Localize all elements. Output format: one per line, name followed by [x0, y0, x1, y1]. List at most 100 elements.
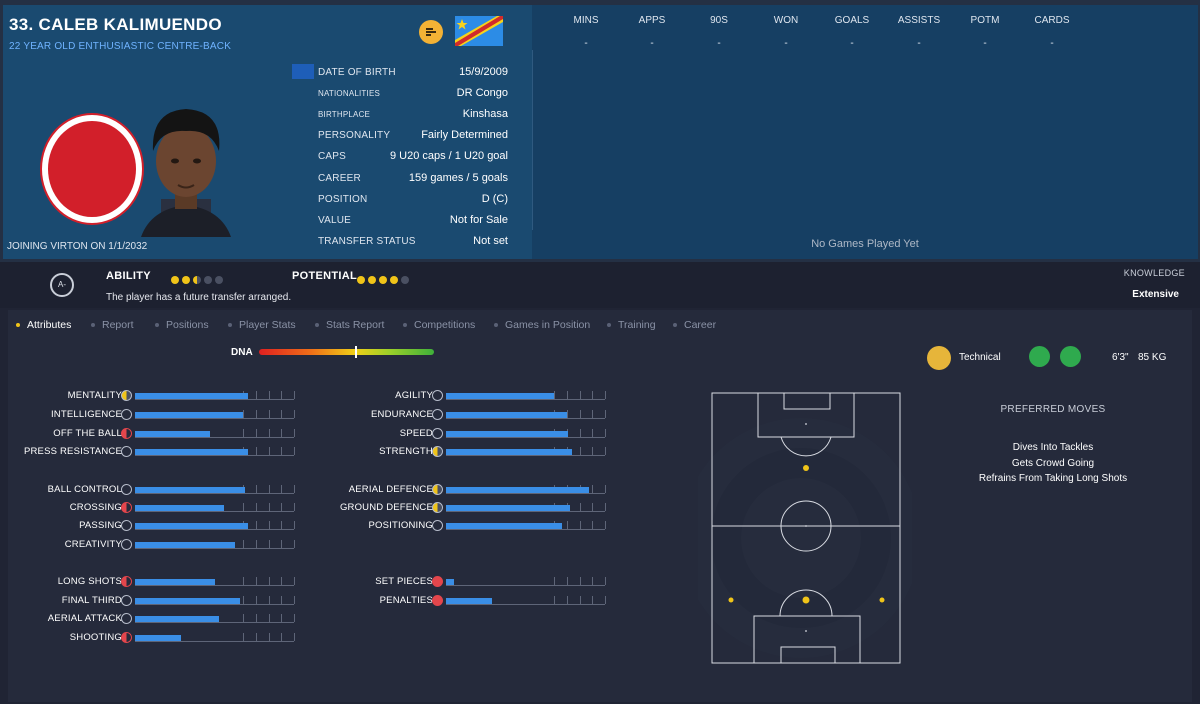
bar-tick [579, 391, 581, 399]
stat-column: APPS - [617, 15, 687, 49]
tab-report[interactable]: Report [91, 319, 134, 331]
attribute-row-final-third[interactable]: FINAL THIRD [8, 593, 298, 609]
height-value: 6'3" [1112, 352, 1129, 363]
attribute-bar-track [135, 410, 295, 419]
attribute-category-icon [432, 409, 443, 420]
transfer-note: The player has a future transfer arrange… [106, 292, 292, 303]
tab-label: Competitions [414, 319, 476, 331]
bar-tick [592, 429, 594, 437]
tab-attributes[interactable]: Attributes [16, 319, 71, 331]
attribute-row-aerial-attack[interactable]: AERIAL ATTACK [8, 611, 298, 627]
bar-tick [255, 577, 257, 585]
position-pitch[interactable] [698, 390, 912, 666]
weight-value: 85 KG [1138, 352, 1167, 363]
bar-tick [592, 596, 594, 604]
attribute-label: AGILITY [395, 390, 433, 401]
attribute-bar-track [135, 577, 295, 586]
bar-tick [554, 577, 556, 585]
attribute-row-intelligence[interactable]: INTELLIGENCE [8, 407, 298, 423]
attribute-bar-fill [446, 487, 590, 493]
attribute-label: CREATIVITY [64, 539, 122, 550]
attribute-category-icon [432, 484, 443, 495]
position-dot-dc [802, 596, 810, 604]
bar-tick [566, 596, 568, 604]
attribute-row-mentality[interactable]: MENTALITY [8, 388, 298, 404]
attribute-category-icon [432, 520, 443, 531]
attribute-row-set-pieces[interactable]: SET PIECES [319, 574, 609, 590]
bar-tick [243, 410, 245, 418]
star-icon [357, 276, 365, 284]
stat-column: MINS - [551, 15, 621, 49]
tab-competitions[interactable]: Competitions [403, 319, 475, 331]
bar-tick [255, 485, 257, 493]
bar-tick [592, 577, 594, 585]
bar-tick [294, 577, 295, 585]
attribute-row-off-the-ball[interactable]: OFF THE BALL [8, 426, 298, 442]
attribute-bar-fill [135, 616, 220, 622]
bar-tick [579, 503, 581, 511]
info-row: CAPS 9 U20 caps / 1 U20 goal [318, 148, 508, 166]
attribute-row-creativity[interactable]: CREATIVITY [8, 537, 298, 553]
attribute-row-aerial-defence[interactable]: AERIAL DEFENCE [319, 482, 609, 498]
bar-tick [605, 447, 606, 455]
ability-label: ABILITY [106, 270, 151, 282]
attribute-row-penalties[interactable]: PENALTIES [319, 593, 609, 609]
bar-tick [605, 485, 606, 493]
info-key: POSITION [318, 194, 368, 205]
attribute-bar-fill [135, 487, 245, 493]
attribute-category-icon [432, 576, 443, 587]
bar-tick [592, 391, 594, 399]
role-icon[interactable] [419, 20, 443, 44]
tab-games-in-position[interactable]: Games in Position [494, 319, 590, 331]
attribute-row-shooting[interactable]: SHOOTING [8, 630, 298, 646]
tab-label: Stats Report [326, 319, 385, 331]
attribute-row-ball-control[interactable]: BALL CONTROL [8, 482, 298, 498]
bar-tick [294, 447, 295, 455]
stat-header: APPS [638, 15, 666, 26]
attribute-row-endurance[interactable]: ENDURANCE [319, 407, 609, 423]
attribute-row-positioning[interactable]: POSITIONING [319, 518, 609, 534]
attribute-row-ground-defence[interactable]: GROUND DEFENCE [319, 500, 609, 516]
bar-tick [579, 410, 581, 418]
attribute-label: PASSING [79, 520, 122, 531]
attribute-row-long-shots[interactable]: LONG SHOTS [8, 574, 298, 590]
tab-career[interactable]: Career [673, 319, 716, 331]
stat-value: - [1050, 38, 1054, 49]
tab-label: Training [618, 319, 656, 331]
attribute-category-icon [432, 428, 443, 439]
club-badge-logo[interactable] [40, 113, 144, 225]
tab-training[interactable]: Training [607, 319, 656, 331]
attribute-bar-track [446, 521, 606, 530]
attribute-row-agility[interactable]: AGILITY [319, 388, 609, 404]
bar-tick [592, 521, 594, 529]
attribute-row-passing[interactable]: PASSING [8, 518, 298, 534]
tab-positions[interactable]: Positions [155, 319, 209, 331]
bar-tick [255, 503, 257, 511]
dna-marker [355, 346, 358, 358]
info-value: 159 games / 5 goals [408, 172, 508, 184]
star-icon [368, 276, 376, 284]
attribute-bar-fill [446, 523, 563, 529]
attribute-bar-fill [446, 449, 572, 455]
tab-bullet-icon [607, 323, 611, 328]
ability-grade-badge[interactable]: A- [50, 273, 74, 297]
tab-stats-report[interactable]: Stats Report [315, 319, 384, 331]
attribute-row-crossing[interactable]: CROSSING [8, 500, 298, 516]
boot-icon[interactable] [927, 346, 951, 370]
attribute-category-icon [432, 446, 443, 457]
info-value: 15/9/2009 [459, 66, 508, 78]
attribute-row-speed[interactable]: SPEED [319, 426, 609, 442]
bar-tick [255, 429, 257, 437]
left-foot-icon[interactable] [1029, 346, 1050, 367]
knowledge-value: Extensive [1132, 289, 1179, 300]
star-icon [204, 276, 212, 284]
right-foot-icon[interactable] [1060, 346, 1081, 367]
attribute-row-strength[interactable]: STRENGTH [319, 444, 609, 460]
star-icon [401, 276, 409, 284]
attribute-label: POSITIONING [368, 520, 433, 531]
tab-player-stats[interactable]: Player Stats [228, 319, 296, 331]
bar-tick [255, 540, 257, 548]
ability-stars [171, 271, 226, 284]
attribute-row-press-resistance[interactable]: PRESS RESISTANCE [8, 444, 298, 460]
bar-tick [294, 633, 295, 641]
